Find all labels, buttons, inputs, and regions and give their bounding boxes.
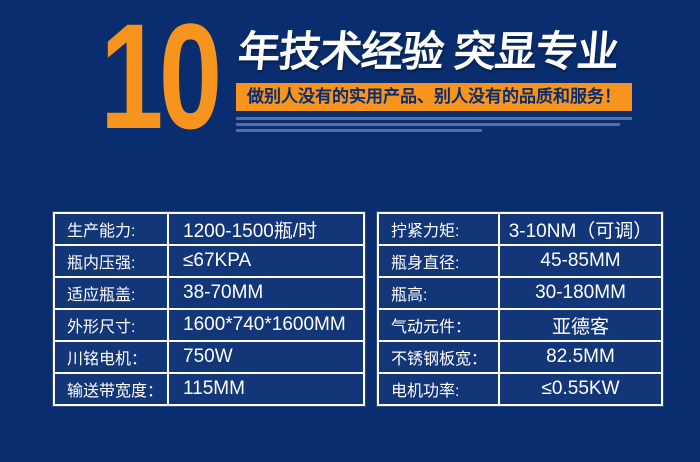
spec-value: 115MM (169, 374, 363, 404)
spec-value: 30-180MM (500, 278, 661, 308)
big-number-10: 10 (100, 0, 222, 160)
spec-value: 1200-1500瓶/时 (169, 214, 363, 244)
spec-label: 适应瓶盖: (55, 278, 167, 308)
header-banner: 做别人没有的实用产品、别人没有的品质和服务！ (236, 83, 632, 111)
fine-print-line (236, 129, 482, 132)
spec-value: 1600*740*1600MM (169, 310, 363, 340)
spec-label: 川铭电机： (55, 342, 167, 372)
spec-label: 不锈钢板宽： (379, 342, 498, 372)
spec-table-left: 生产能力: 1200-1500瓶/时 瓶内压强: ≤67KPA 适应瓶盖: 38… (53, 212, 365, 406)
spec-value: 3-10NM（可调） (500, 214, 661, 244)
fine-print-lines (236, 117, 632, 132)
spec-label: 外形尺寸: (55, 310, 167, 340)
spec-value: 82.5MM (500, 342, 661, 372)
spec-label: 瓶内压强: (55, 246, 167, 276)
spec-value: 45-85MM (500, 246, 661, 276)
spec-label: 生产能力: (55, 214, 167, 244)
header-block: 年技术经验 突显专业 做别人没有的实用产品、别人没有的品质和服务！ (236, 26, 656, 135)
spec-value: 38-70MM (169, 278, 363, 308)
fine-print-line (236, 123, 621, 126)
fine-print-line (236, 117, 632, 120)
spec-table-right: 拧紧力矩: 3-10NM（可调） 瓶身直径: 45-85MM 瓶高: 30-18… (377, 212, 663, 406)
spec-label: 气动元件： (379, 310, 498, 340)
spec-label: 瓶高: (379, 278, 498, 308)
spec-label: 电机功率: (379, 374, 498, 404)
spec-label: 输送带宽度： (55, 374, 167, 404)
spec-label: 瓶身直径: (379, 246, 498, 276)
spec-value: ≤67KPA (169, 246, 363, 276)
spec-label: 拧紧力矩: (379, 214, 498, 244)
spec-value: 亚德客 (500, 310, 661, 340)
spec-value: 750W (169, 342, 363, 372)
spec-value: ≤0.55KW (500, 374, 661, 404)
header-title: 年技术经验 突显专业 (236, 28, 621, 75)
